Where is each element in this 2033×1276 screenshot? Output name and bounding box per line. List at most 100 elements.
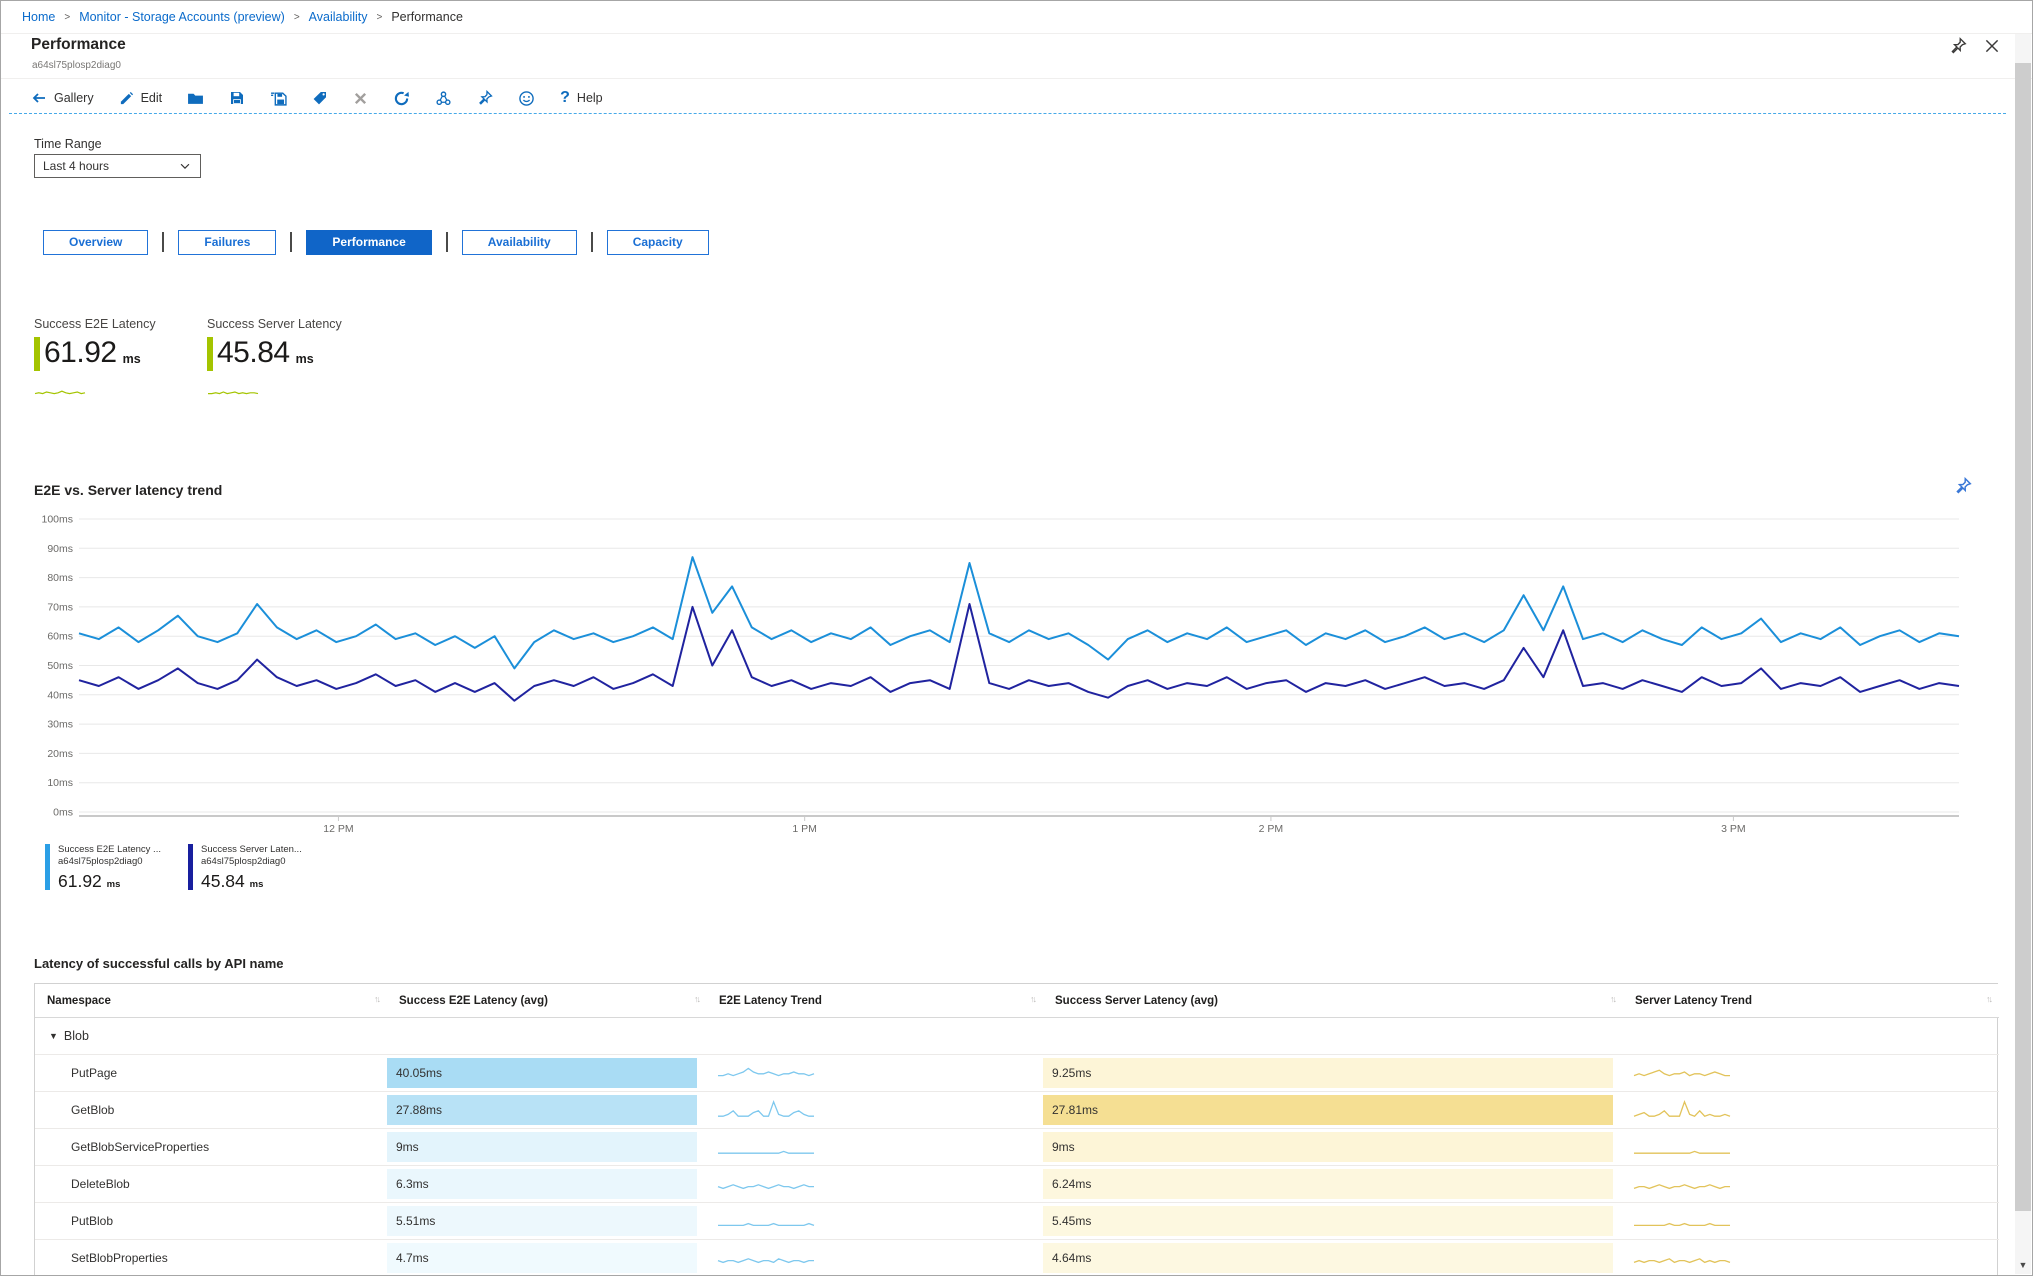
open-button[interactable] (187, 90, 204, 107)
server-trend-sparkline (1623, 1099, 1999, 1122)
x-axis-label: 12 PM (323, 823, 353, 835)
pin-icon[interactable] (1949, 37, 1967, 55)
tile-unit: ms (122, 352, 141, 366)
legend-series-name: Success Server Laten... (200, 844, 302, 855)
legend-resource-name: a64sl75plosp2diag0 (58, 856, 143, 867)
x-axis-label: 3 PM (1721, 823, 1746, 835)
save-button[interactable] (229, 90, 245, 106)
tab-separator (590, 232, 593, 252)
question-icon: ? (560, 89, 570, 106)
breadcrumb: Home > Monitor - Storage Accounts (preview… (1, 1, 2032, 34)
share-nodes-icon (436, 90, 451, 105)
y-axis-label: 80ms (47, 572, 73, 584)
tab-overview[interactable]: Overview (43, 229, 149, 255)
feedback-button[interactable] (518, 90, 535, 107)
share-button[interactable] (435, 90, 452, 107)
server-latency-heat-cell: 4.64ms (1043, 1243, 1613, 1273)
e2e-trend-sparkline (707, 1173, 1043, 1196)
save-all-icon (271, 91, 287, 106)
api-name-cell: GetBlob (35, 1091, 387, 1129)
y-axis-label: 90ms (47, 543, 73, 555)
table-row: GetBlob 27.88ms 27.81ms (35, 1091, 1999, 1129)
breadcrumb-item[interactable]: Monitor - Storage Accounts (preview) (79, 10, 285, 24)
close-icon[interactable] (1983, 37, 2001, 55)
edit-button[interactable]: Edit (119, 91, 162, 106)
sort-icon: ↑↓ (374, 994, 381, 1004)
refresh-button[interactable] (393, 90, 410, 107)
api-name-cell: PutPage (35, 1054, 387, 1092)
tab-separator (162, 232, 165, 252)
gallery-label: Gallery (54, 91, 94, 105)
close-workbook-button[interactable] (353, 91, 368, 106)
legend-value: 45.84 ms (200, 871, 264, 891)
scrollbar-thumb[interactable] (2015, 63, 2031, 1211)
e2e-latency-heat-cell: 40.05ms (387, 1058, 697, 1088)
tile-label: Success Server Latency (207, 317, 342, 331)
tile-success-server-latency: Success Server Latency 45.84 ms (207, 317, 367, 402)
column-header-namespace[interactable]: Namespace ↑↓ (35, 984, 387, 1018)
e2e-latency-heat-cell: 6.3ms (387, 1169, 697, 1199)
edit-mode-divider (9, 113, 2006, 114)
header-divider (1, 78, 2032, 79)
time-range-dropdown[interactable]: Last 4 hours (34, 154, 201, 178)
time-range-value: Last 4 hours (43, 159, 110, 173)
server-latency-heat-cell: 5.45ms (1043, 1206, 1613, 1236)
column-header-e2e-latency-trend[interactable]: E2E Latency Trend ↑↓ (707, 984, 1043, 1018)
collapse-caret-icon[interactable]: ▼ (49, 1031, 58, 1041)
chart-title: E2E vs. Server latency trend (34, 482, 223, 498)
series-line (78, 556, 1960, 670)
e2e-trend-sparkline (707, 1210, 1043, 1233)
api-name-cell: PutBlob (35, 1202, 387, 1240)
sort-icon: ↑↓ (1030, 994, 1037, 1004)
scrollbar-down-arrow[interactable]: ▼ (2018, 1260, 2028, 1270)
tab-availability[interactable]: Availability (461, 229, 577, 255)
pencil-icon (120, 91, 133, 104)
server-trend-sparkline (1623, 1173, 1999, 1196)
chevron-down-icon (180, 163, 190, 170)
column-header-server-latency-trend[interactable]: Server Latency Trend ↑↓ (1623, 984, 1999, 1018)
tile-accent-bar (34, 337, 40, 371)
e2e-latency-heat-cell: 4.7ms (387, 1243, 697, 1273)
tab-failures[interactable]: Failures (178, 229, 277, 255)
help-label: Help (576, 91, 603, 105)
save-icon (231, 92, 244, 104)
legend-resource-name: a64sl75plosp2diag0 (200, 856, 286, 867)
api-name-cell: GetBlobServiceProperties (35, 1128, 387, 1166)
e2e-trend-sparkline (707, 1247, 1043, 1270)
tag-button[interactable] (312, 90, 328, 106)
column-header-success-e2e-latency-avg-[interactable]: Success E2E Latency (avg) ↑↓ (387, 984, 707, 1018)
tile-sparkline (34, 384, 194, 402)
breadcrumb-item[interactable]: Availability (308, 10, 368, 24)
e2e-trend-sparkline (707, 1062, 1043, 1085)
sort-icon: ↑↓ (694, 994, 701, 1004)
help-button[interactable]: ? Help (560, 89, 603, 107)
table-title: Latency of successful calls by API name (34, 956, 284, 971)
x-axis-label: 2 PM (1259, 823, 1284, 835)
y-axis-label: 0ms (53, 807, 73, 819)
legend-item-server[interactable]: Success Server Laten... a64sl75plosp2dia… (187, 844, 302, 892)
series-line (78, 603, 1960, 702)
chart-pin-icon[interactable] (1954, 476, 1972, 495)
tab-performance[interactable]: Performance (306, 229, 432, 255)
server-trend-sparkline (1623, 1062, 1999, 1085)
group-row-blob[interactable]: ▼ Blob (49, 1029, 89, 1043)
view-tabs: Overview Failures Performance Availability C… (43, 229, 709, 255)
tab-separator (290, 232, 293, 252)
server-trend-sparkline (1623, 1136, 1999, 1159)
column-header-success-server-latency-avg-[interactable]: Success Server Latency (avg) ↑↓ (1043, 984, 1623, 1018)
save-all-button[interactable] (270, 90, 287, 107)
legend-color-bar (45, 844, 50, 890)
pin-workbook-button[interactable] (477, 90, 493, 106)
legend-item-e2e[interactable]: Success E2E Latency ... a64sl75plosp2dia… (45, 844, 161, 892)
pin-icon (479, 90, 493, 105)
tab-capacity[interactable]: Capacity (606, 229, 709, 255)
arrow-left-icon (32, 93, 45, 103)
sort-icon: ↑↓ (1986, 994, 1993, 1004)
page-title: Performance (31, 36, 126, 53)
gallery-button[interactable]: Gallery (31, 90, 94, 106)
tile-success-e2e-latency: Success E2E Latency 61.92 ms (34, 317, 194, 402)
breadcrumb-item[interactable]: Home (22, 10, 56, 24)
legend-value: 61.92 ms (58, 871, 121, 891)
y-axis-label: 100ms (41, 514, 73, 526)
